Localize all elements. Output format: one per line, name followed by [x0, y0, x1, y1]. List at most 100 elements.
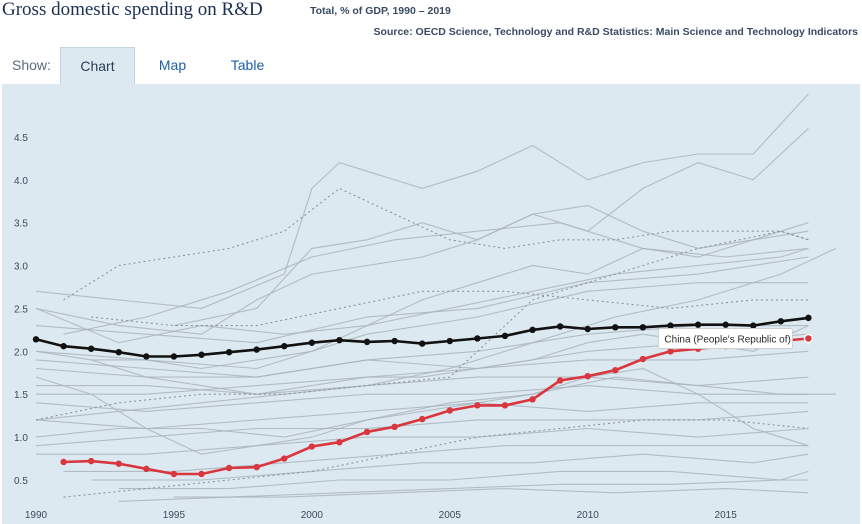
china-series-point — [253, 463, 260, 471]
oecd-total-series-point — [556, 323, 564, 330]
china-series-point — [501, 402, 509, 409]
oecd-total-series-point — [32, 336, 40, 343]
y-tick-label: 2.5 — [14, 304, 28, 315]
oecd-total-series-point — [722, 321, 729, 328]
background-series-line — [35, 222, 809, 370]
tab-map[interactable]: Map — [158, 57, 187, 73]
chart-subtitle: Total, % of GDP, 1990 – 2019 — [310, 5, 451, 17]
oecd-total-series-point — [253, 346, 260, 353]
series-tooltip — [657, 327, 793, 349]
y-tick-label: 1.5 — [14, 390, 28, 401]
china-series-point — [474, 402, 481, 409]
x-tick-label: 2015 — [715, 510, 738, 521]
china-series-point — [667, 348, 674, 355]
series-tooltip-label: China (People's Republic of) — [664, 334, 790, 345]
oecd-total-series-point — [391, 337, 398, 345]
background-series-line — [173, 488, 809, 498]
background-series-line — [35, 282, 809, 370]
background-series-line — [35, 385, 809, 412]
x-tick-label: 2010 — [577, 510, 600, 521]
background-series-line — [35, 367, 809, 455]
y-tick-label: 4.5 — [14, 133, 28, 144]
oecd-total-series-point — [336, 336, 343, 344]
oecd-total-series-point — [694, 321, 702, 328]
china-series-point — [60, 458, 67, 466]
oecd-total-series-point — [639, 324, 647, 331]
background-series-line — [35, 402, 809, 430]
oecd-total-series-point — [529, 326, 536, 334]
oecd-total-series-point — [115, 348, 122, 356]
china-series-point — [115, 460, 122, 467]
oecd-total-series-point — [805, 314, 812, 322]
background-series-line — [173, 127, 809, 327]
oecd-total-series-point — [446, 337, 453, 345]
china-series-point — [419, 415, 426, 423]
line-chart: 0.5 1.0 1.5 2.0 2.5 3.0 3.5 4.0 4.5 1990 1995 2000 2… — [14, 93, 837, 521]
show-label: Show: — [12, 57, 51, 73]
china-series-point — [391, 423, 398, 430]
background-series-line — [35, 325, 809, 378]
oecd-total-series-point — [777, 318, 785, 325]
oecd-total-series-point — [584, 325, 591, 333]
china-series-point — [198, 470, 205, 478]
header: Gross domestic spending on R&D Total, % … — [0, 0, 862, 48]
source-note: Source: OECD Science, Technology and R&D… — [373, 26, 858, 38]
background-series-line — [35, 350, 809, 378]
china-series-point — [308, 443, 316, 450]
oecd-total-series-point — [308, 339, 316, 346]
china-series-point — [170, 470, 178, 478]
china-series-point — [529, 396, 536, 403]
china-series-point — [639, 355, 647, 363]
oecd-total-series-point — [667, 322, 674, 329]
oecd-total-series-point — [225, 348, 233, 356]
china-series-point — [363, 428, 371, 436]
oecd-total-series-point — [474, 335, 481, 342]
china-series-point — [143, 465, 150, 473]
x-tick-label: 2005 — [439, 510, 462, 521]
china-series-line — [63, 337, 809, 476]
china-series-point — [87, 457, 95, 465]
background-series-line — [35, 204, 809, 335]
tab-table[interactable]: Table — [230, 57, 265, 73]
y-tick-label: 3.0 — [14, 262, 28, 273]
china-series-point — [584, 372, 591, 380]
dotted-series-line — [35, 230, 809, 421]
y-tick-label: 1.0 — [14, 433, 28, 444]
dotted-series-line — [63, 187, 809, 301]
background-series-line — [35, 93, 809, 309]
background-series-line — [36, 427, 809, 455]
page-title: Gross domestic spending on R&D — [2, 0, 263, 20]
china-series-point — [612, 366, 619, 374]
oecd-total-series-point — [60, 342, 67, 350]
background-series-line — [35, 247, 837, 421]
background-series-line — [35, 256, 809, 344]
dotted-series-line — [91, 290, 809, 327]
china-series-point — [556, 377, 564, 384]
background-series-line — [91, 453, 809, 481]
oecd-total-series-point — [363, 338, 371, 346]
y-tick-label: 3.5 — [14, 219, 28, 230]
oecd-total-series-point — [198, 351, 205, 358]
y-tick-label: 2.0 — [14, 347, 28, 358]
x-tick-label: 1995 — [163, 510, 186, 521]
dotted-series-line — [63, 419, 809, 498]
oecd-total-series-point — [87, 345, 95, 352]
background-series-line — [63, 445, 809, 472]
china-series-point — [336, 439, 343, 446]
background-series-line — [35, 376, 836, 438]
oecd-total-series-point — [750, 322, 757, 329]
oecd-total-series-point — [612, 324, 619, 331]
x-tick-label: 1990 — [25, 510, 48, 521]
oecd-total-series-point — [143, 353, 150, 360]
china-series-endpoint — [803, 333, 814, 344]
china-series-point — [225, 464, 233, 472]
view-tabbar: Show: Chart Map Table — [0, 47, 862, 84]
y-tick-label: 0.5 — [14, 476, 28, 487]
oecd-total-series-point — [170, 353, 178, 360]
oecd-total-series-point — [501, 332, 509, 340]
tab-chart[interactable]: Chart — [60, 47, 135, 84]
chart-area: 0.5 1.0 1.5 2.0 2.5 3.0 3.5 4.0 4.5 1990 1995 2000 2… — [2, 84, 860, 524]
background-series-line — [35, 247, 809, 344]
oecd-total-series-point — [419, 340, 426, 347]
china-series-point — [281, 455, 288, 462]
